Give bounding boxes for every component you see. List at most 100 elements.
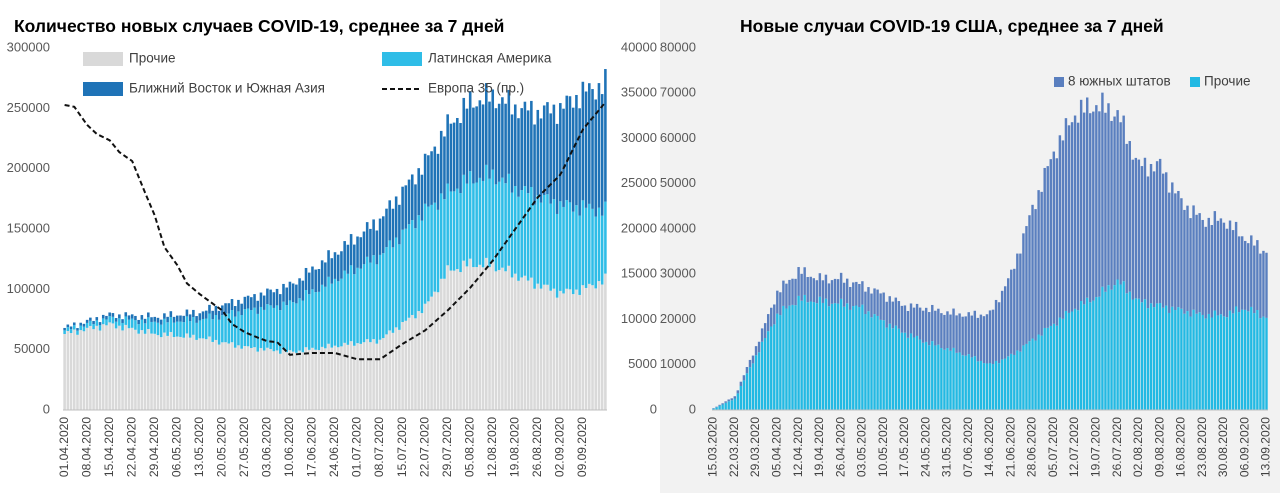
bar-us-other [1082,304,1086,410]
bar-us-south [779,292,782,316]
y-left-tick-label: 50000 [14,341,50,356]
x-tick-label: 15.07.2020 [395,417,409,477]
bar-latam [295,303,298,353]
bar-other [588,283,591,410]
bar-latam [578,215,581,295]
bar-us-south [773,304,776,325]
x-tick-label: 15.03.2020 [706,417,720,477]
bar-us-south [751,355,755,364]
bar-mesa [330,258,334,284]
bar-us-other [864,314,867,410]
bar-us-south [897,301,901,329]
bar-latam [549,203,552,291]
bar-us-other [955,352,958,410]
bar-other [362,342,366,410]
bar-other [295,352,298,410]
bar-latam [410,220,414,315]
bar-us-south [721,403,724,405]
bar-mesa [118,314,121,319]
bar-us-south [1219,218,1223,315]
bar-us-south [879,293,882,320]
bar-us-other [967,354,970,410]
bar-mesa [394,196,398,238]
bar-other [121,330,124,410]
bar-other [365,339,369,410]
bar-us-other [918,339,922,410]
bar-mesa [259,292,263,307]
bar-mesa [156,317,160,323]
legend-swatch-us_south [1054,77,1064,87]
x-tick-label: 29.07.2020 [440,417,454,477]
bar-us-south [733,396,737,399]
bar-other [584,287,588,410]
bar-us-other [730,400,733,410]
bar-latam [478,177,482,265]
bar-us-other [879,319,882,410]
y-tick-label: 50000 [660,175,696,190]
bar-us-south [918,307,922,340]
bar-mesa [285,287,289,306]
bar-us-south [1189,218,1192,317]
bar-us-other [1031,338,1034,410]
bar-other [156,335,160,410]
bar-us-south [931,304,934,342]
x-tick-label: 12.08.2020 [485,417,499,477]
bar-us-other [861,304,864,410]
bar-mesa [221,305,224,316]
y-tick-label: 30000 [660,266,696,281]
bar-latam [307,294,311,350]
bar-other [597,281,601,410]
bar-latam [398,244,401,330]
bar-us-other [724,402,727,410]
bar-mesa [153,316,157,322]
bar-latam [349,265,353,342]
bar-other [600,284,604,410]
bar-us-south [882,292,885,321]
bar-us-south [1250,235,1253,307]
bar-other [468,258,472,410]
y-tick-label: 20000 [660,311,696,326]
bar-other [314,349,317,410]
bar-us-south [824,274,828,299]
bar-us-other [912,337,916,410]
bar-mesa [562,108,565,207]
bar-us-other [949,350,952,410]
bar-us-south [1131,159,1135,300]
bar-us-south [1256,240,1259,310]
bar-latam [517,196,520,281]
bar-us-south [1013,268,1016,355]
x-tick-label: 13.09.2020 [1259,417,1273,477]
bar-mesa [105,315,108,320]
bar-other [259,348,263,410]
bar-other [504,271,507,410]
bar-other [227,343,231,410]
bar-us-south [715,406,718,408]
bar-mesa [195,316,198,323]
right-chart-title: Новые случаи COVID-19 США, среднее за 7 … [740,16,1164,36]
bar-us-other [943,349,946,410]
x-tick-label: 14.06.2020 [982,417,996,477]
bar-mesa [227,303,231,314]
x-tick-label: 15.04.2020 [102,417,116,477]
y-left-tick-label: 0 [43,401,50,416]
bar-us-south [994,299,998,361]
bar-mesa [520,108,523,191]
bar-latam [198,320,202,339]
bar-latam [250,310,253,348]
bar-us-south [1007,278,1010,357]
bar-mesa [439,130,443,194]
bar-other [185,333,189,410]
bar-us-other [1016,350,1019,410]
bar-us-south [1210,225,1214,318]
bar-us-south [812,278,815,303]
bar-mesa [404,185,408,229]
x-tick-label: 13.05.2020 [192,417,206,477]
bar-mesa [304,267,308,291]
bar-us-other [1265,317,1268,410]
bar-mesa [246,295,250,309]
bar-us-south [873,288,876,315]
series-us-south-bars [712,92,1268,409]
bar-us-south [1225,228,1229,318]
bar-us-other [1149,303,1153,410]
bar-us-south [849,286,852,310]
